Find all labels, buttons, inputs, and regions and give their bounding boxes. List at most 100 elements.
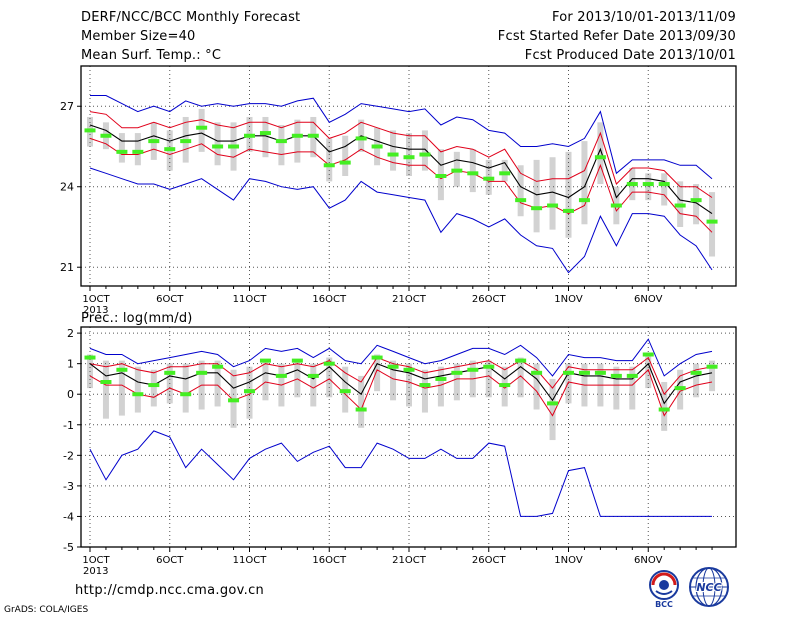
bcc-logo: BCC xyxy=(649,570,679,608)
spread-bar xyxy=(533,363,540,410)
spread-bar xyxy=(326,138,333,182)
spread-bar xyxy=(581,141,588,225)
observation-mark xyxy=(275,373,287,378)
observation-mark xyxy=(100,380,112,384)
observation-mark xyxy=(547,401,559,406)
observation-mark xyxy=(706,364,718,369)
x-year-label: 2013 xyxy=(83,566,108,577)
spread-bar xyxy=(613,366,620,410)
temperature-variable-label: Mean Surf. Temp.: °C xyxy=(81,48,222,63)
observation-mark xyxy=(467,171,479,176)
spread-bar xyxy=(597,122,604,185)
ensemble-mean-line xyxy=(89,362,713,405)
observation-mark xyxy=(674,386,686,391)
x-tick-label: 1NOV xyxy=(554,294,583,305)
spread-bar xyxy=(118,360,125,416)
observation-mark xyxy=(164,147,176,152)
spread-bar xyxy=(469,149,476,193)
observation-mark xyxy=(148,383,160,388)
spread-bar xyxy=(421,369,428,413)
y-tick-label: 24 xyxy=(60,181,74,194)
y-tick-label: -1 xyxy=(63,419,74,432)
observation-mark xyxy=(228,144,240,149)
observation-mark xyxy=(610,203,622,208)
spread-bar xyxy=(421,130,428,171)
observation-mark xyxy=(228,398,240,403)
x-tick-label: 6OCT xyxy=(156,555,184,566)
x-tick-label: 6NOV xyxy=(634,294,663,305)
precipitation-variable-label: Prec.: log(mm/d) xyxy=(81,311,193,326)
observation-mark xyxy=(116,149,128,154)
x-tick-label: 6NOV xyxy=(634,555,663,566)
website-url[interactable]: http://cmdp.ncc.cma.gov.cn xyxy=(75,583,265,598)
observation-mark xyxy=(212,144,224,149)
observation-mark xyxy=(196,370,208,375)
bcc-logo-label: BCC xyxy=(655,600,673,608)
spread-bar xyxy=(693,363,700,398)
observation-mark xyxy=(515,358,527,363)
observation-mark xyxy=(547,203,559,208)
observation-mark xyxy=(244,389,255,394)
x-tick-label: 11OCT xyxy=(233,294,268,305)
observation-mark xyxy=(531,206,543,211)
forecast-title: DERF/NCC/BCC Monthly Forecast xyxy=(81,10,301,25)
observation-mark xyxy=(371,144,383,149)
observation-mark xyxy=(610,373,622,378)
spread-bar xyxy=(358,375,365,428)
observation-mark xyxy=(84,355,96,360)
spread-bar xyxy=(549,157,556,230)
observation-mark xyxy=(355,407,367,412)
spread-bar xyxy=(150,369,157,407)
observation-mark xyxy=(578,198,590,203)
spread-bar xyxy=(390,130,397,171)
observation-mark xyxy=(100,133,112,138)
observation-mark xyxy=(180,392,192,397)
spread-bar xyxy=(102,360,109,419)
spread-bar xyxy=(661,173,668,206)
observation-mark xyxy=(164,370,176,375)
spread-bar xyxy=(549,378,556,441)
spread-bar xyxy=(629,366,636,410)
observation-mark xyxy=(259,358,271,363)
spread-bar xyxy=(517,165,524,217)
spread-bar xyxy=(134,133,141,166)
x-tick-label: 1OCT xyxy=(82,294,110,305)
observation-mark xyxy=(690,198,702,203)
observation-mark xyxy=(371,355,383,360)
y-tick-label: -3 xyxy=(63,480,74,493)
spread-bar xyxy=(517,357,524,398)
lower-line xyxy=(89,368,713,417)
ensemble-mean-line xyxy=(89,124,713,215)
spread-bar xyxy=(501,159,508,182)
forecast-period: For 2013/10/01-2013/11/09 xyxy=(552,10,736,25)
spread-bar xyxy=(134,366,141,413)
y-tick-label: 0 xyxy=(67,388,74,401)
observation-mark xyxy=(275,139,287,144)
x-tick-label: 26OCT xyxy=(472,555,507,566)
y-tick-label: 27 xyxy=(60,100,74,113)
spread-bar xyxy=(453,363,460,401)
spread-bar xyxy=(310,363,317,407)
lower-line xyxy=(89,137,713,233)
observation-mark xyxy=(626,373,638,378)
y-tick-label: -4 xyxy=(63,510,74,523)
observation-mark xyxy=(499,171,511,176)
x-tick-label: 26OCT xyxy=(472,294,507,305)
observation-mark xyxy=(244,133,255,138)
observation-mark xyxy=(291,358,303,363)
spread-bar xyxy=(342,135,349,176)
observation-mark xyxy=(435,376,447,381)
observation-mark xyxy=(531,370,543,375)
spread-bar xyxy=(118,133,125,163)
spread-bar xyxy=(294,119,301,163)
y-tick-label: 21 xyxy=(60,261,74,274)
spread-bar xyxy=(437,366,444,407)
observation-mark xyxy=(658,407,670,412)
spread-bar xyxy=(198,108,205,152)
observation-mark xyxy=(642,352,654,357)
x-tick-label: 6OCT xyxy=(156,294,184,305)
spread-bar xyxy=(661,382,668,431)
spread-bar xyxy=(693,184,700,225)
